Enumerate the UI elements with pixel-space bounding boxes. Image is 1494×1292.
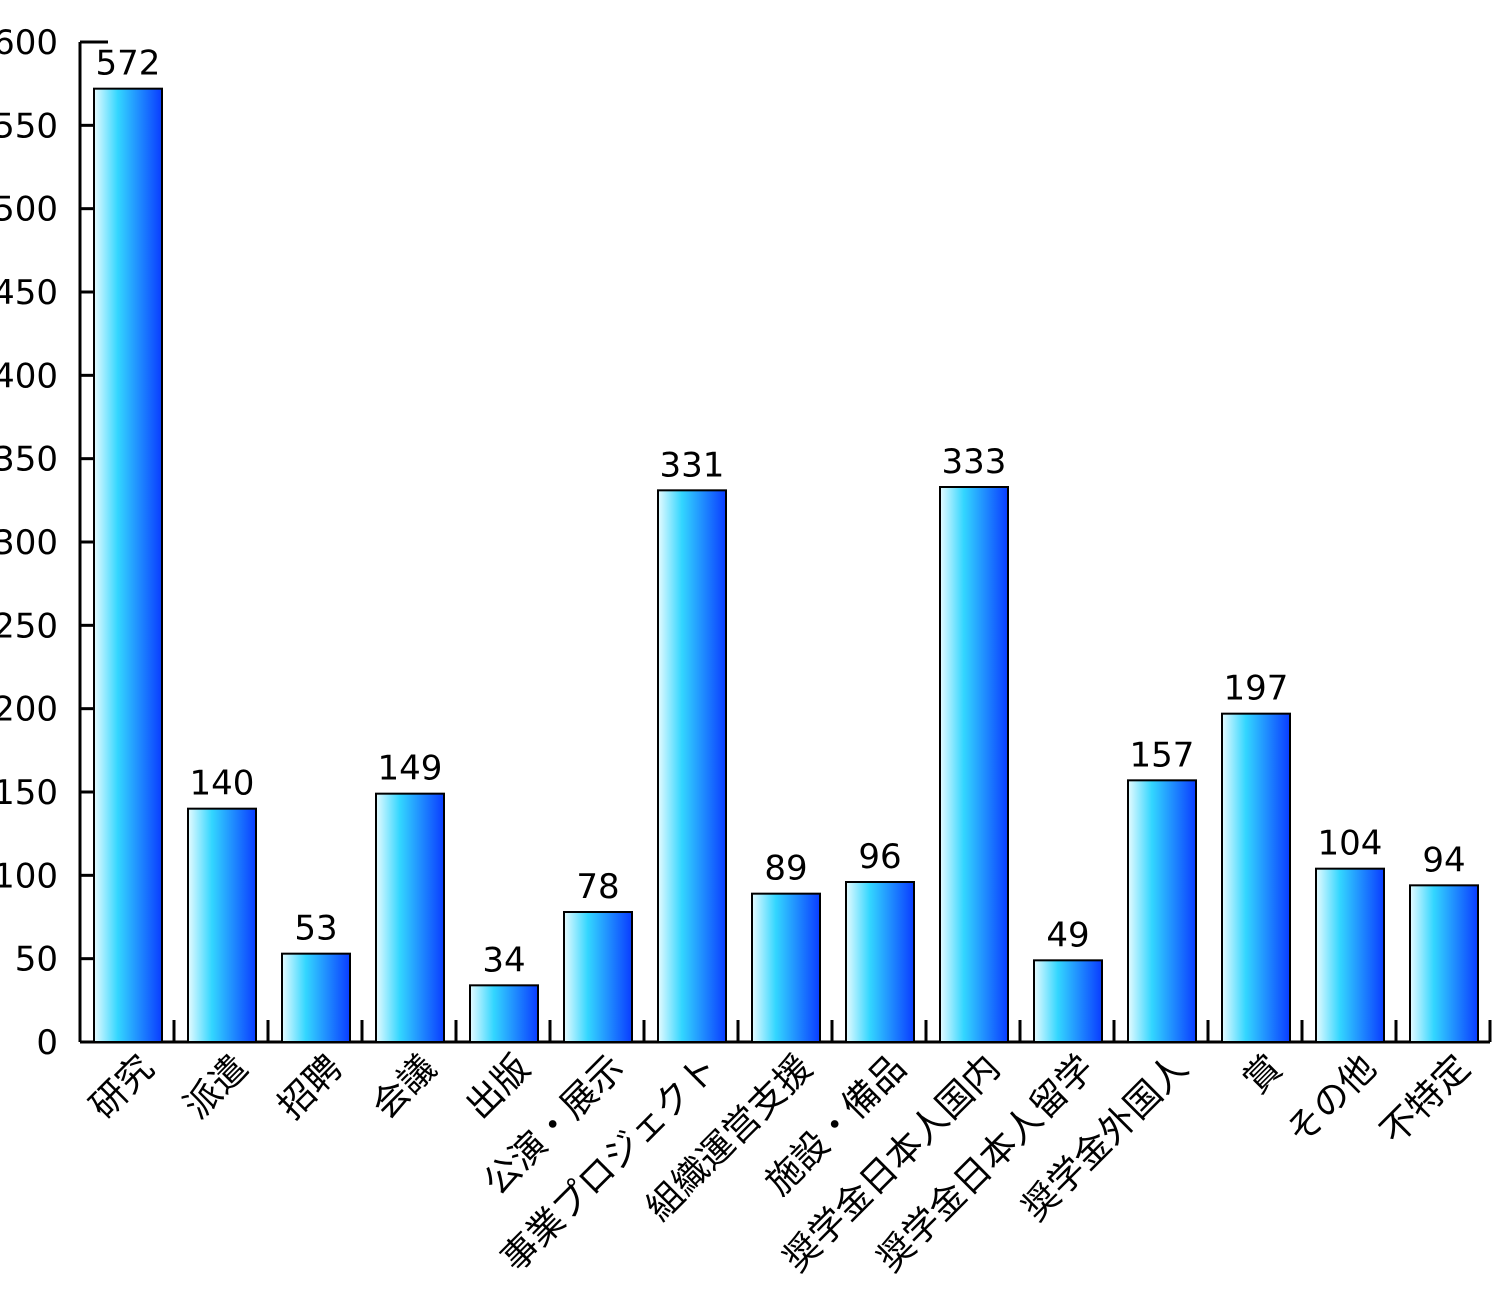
category-label: 派遣	[176, 1047, 256, 1127]
bar	[1033, 959, 1103, 1043]
data-label: 197	[1224, 669, 1289, 709]
data-label: 94	[1422, 840, 1465, 880]
data-label: 140	[190, 764, 255, 804]
data-label: 49	[1046, 915, 1089, 955]
bar	[657, 489, 727, 1044]
y-tick-label: 50	[15, 940, 58, 980]
data-label: 149	[378, 749, 443, 789]
category-label: 組織運営支援	[639, 1047, 821, 1229]
bar	[281, 952, 351, 1044]
y-tick-label: 400	[0, 356, 58, 396]
bar	[1221, 712, 1291, 1044]
y-tick-label: 500	[0, 190, 58, 230]
data-label: 572	[96, 44, 161, 84]
bar	[1315, 867, 1385, 1044]
category-label: 招聘	[270, 1047, 350, 1127]
data-label: 333	[942, 442, 1007, 482]
category-labels: 研究 派遣 招聘 会議 出版公演・展示事業プロジェクト組織運営支援施設・備品奨学金日本人…	[82, 1047, 1478, 1280]
bar	[751, 892, 821, 1044]
y-tick-label: 450	[0, 273, 58, 313]
bar	[845, 881, 915, 1043]
data-labels: 572 140 53 149 34 78 331 89 96 333 49 157 197 104 94	[96, 44, 1466, 981]
bar	[187, 807, 257, 1044]
y-tick-label: 350	[0, 440, 58, 480]
category-label: 出版	[458, 1047, 538, 1127]
y-tick-label: 150	[0, 773, 58, 813]
data-label: 157	[1130, 735, 1195, 775]
y-tick-label: 100	[0, 856, 58, 896]
y-tick-label: 600	[0, 23, 58, 63]
bar	[93, 87, 163, 1043]
category-label: 奨学金外国人	[1015, 1047, 1197, 1229]
bar	[939, 486, 1009, 1043]
data-label: 104	[1318, 824, 1383, 864]
data-label: 78	[576, 867, 619, 907]
bars	[93, 87, 1479, 1044]
y-tick-label: 250	[0, 606, 58, 646]
y-tick-label: 0	[36, 1023, 58, 1063]
bar	[469, 984, 539, 1043]
y-axis: 0 50 100 150 200 250 300 350 400 450 500 550 600	[0, 23, 108, 1063]
category-label: 会議	[364, 1047, 444, 1127]
data-label: 34	[482, 940, 525, 980]
bar	[563, 911, 633, 1043]
data-label: 331	[660, 445, 725, 485]
bar	[1409, 884, 1479, 1043]
category-label: 不特定	[1373, 1047, 1478, 1152]
bar	[1127, 779, 1197, 1043]
y-tick-label: 200	[0, 690, 58, 730]
y-tick-label: 300	[0, 523, 58, 563]
data-label: 96	[858, 837, 901, 877]
y-tick-label: 550	[0, 106, 58, 146]
category-label: その他	[1279, 1047, 1384, 1152]
category-label: 研究	[82, 1047, 162, 1127]
data-label: 53	[294, 909, 337, 949]
bar	[375, 792, 445, 1044]
data-label: 89	[764, 849, 807, 889]
category-label: 賞	[1236, 1047, 1290, 1101]
